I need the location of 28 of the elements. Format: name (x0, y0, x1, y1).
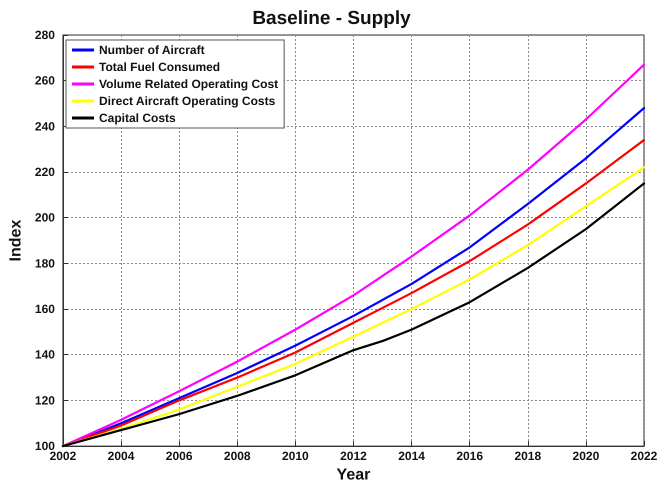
legend-label: Volume Related Operating Cost (99, 77, 278, 91)
y-tick-label: 280 (34, 28, 56, 42)
x-tick-label: 2006 (166, 449, 193, 464)
legend-label: Capital Costs (99, 111, 176, 125)
chart-title: Baseline - Supply (252, 8, 412, 29)
x-tick-label: 2016 (456, 449, 484, 464)
y-tick-label: 120 (34, 393, 56, 408)
y-tick-label: 260 (34, 74, 56, 88)
x-tick-label: 2008 (224, 449, 251, 464)
y-tick-label: 240 (34, 119, 56, 134)
y-tick-label: 180 (34, 256, 56, 270)
x-tick-label: 2002 (50, 449, 77, 464)
x-tick-label: 2022 (630, 449, 658, 464)
x-tick-label: 2020 (572, 449, 600, 464)
y-tick-label: 160 (34, 302, 56, 316)
y-tick-label: 140 (34, 348, 56, 362)
legend-label: Direct Aircraft Operating Costs (99, 94, 276, 108)
x-tick-label: 2010 (282, 449, 310, 464)
x-tick-label: 2004 (108, 449, 135, 464)
y-tick-label: 220 (34, 165, 56, 180)
y-tick-label: 200 (34, 210, 56, 225)
x-tick-label: 2018 (514, 449, 542, 464)
x-tick-label: 2012 (340, 449, 368, 464)
x-axis-title: Year (336, 466, 370, 484)
legend-label: Number of Aircraft (99, 43, 205, 57)
legend-label: Total Fuel Consumed (99, 60, 220, 74)
y-axis-title: Index (8, 220, 24, 262)
x-tick-label: 2014 (398, 449, 426, 464)
